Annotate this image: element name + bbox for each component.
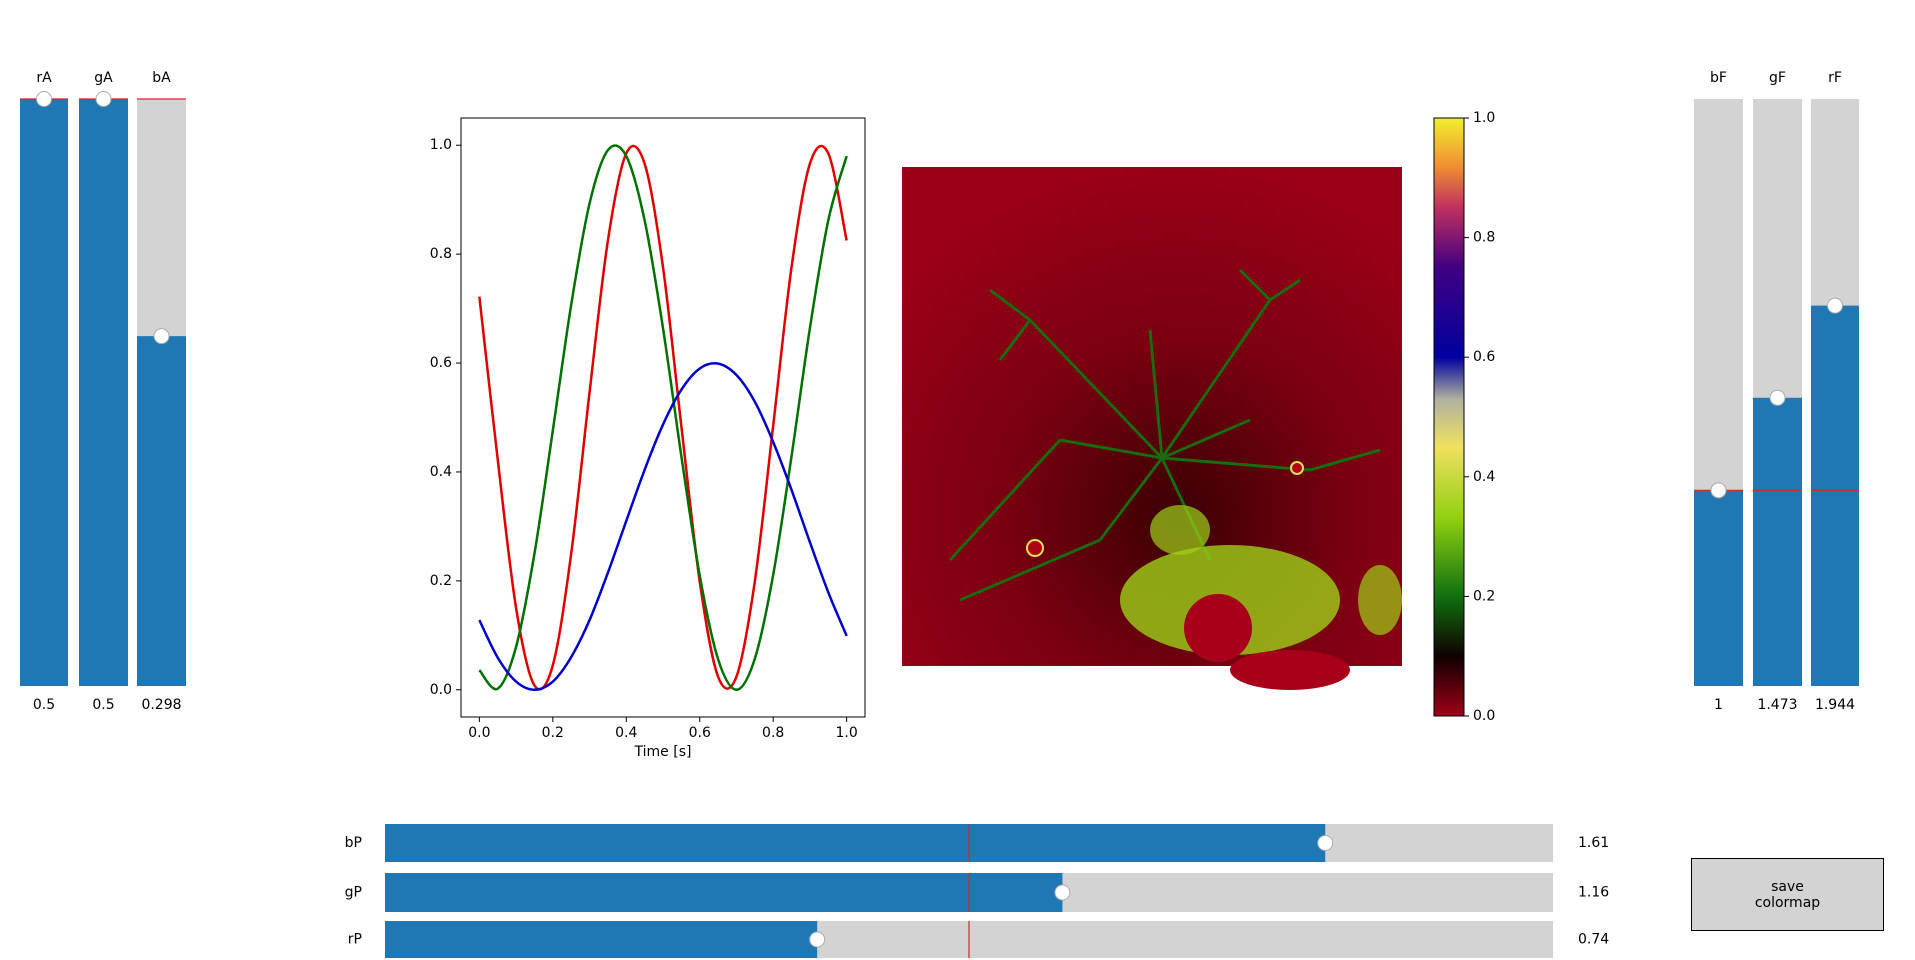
- y-tick-label: 0.2: [430, 573, 452, 589]
- slider-value: 1.473: [1757, 697, 1797, 713]
- slider-vertical[interactable]: gA 0.5: [79, 70, 128, 713]
- colorbar-tick-label: 0.4: [1473, 469, 1495, 485]
- slider-value: 1.944: [1815, 697, 1855, 713]
- slider-value: 1.16: [1578, 885, 1609, 901]
- x-tick-label: 1.0: [836, 725, 858, 741]
- slider-vertical[interactable]: bA 0.298: [137, 70, 186, 713]
- slider-vertical[interactable]: rF 1.944: [1811, 70, 1859, 713]
- fractal-bulb: [1026, 539, 1044, 557]
- x-axis-label: Time [s]: [634, 744, 692, 760]
- slider-vertical[interactable]: rA 0.5: [20, 70, 68, 713]
- slider-handle[interactable]: [809, 931, 826, 948]
- axes-frame: [460, 117, 866, 718]
- y-tick-label: 0.0: [430, 682, 452, 698]
- slider-handle[interactable]: [1054, 884, 1071, 901]
- line-chart: 0.0 0.2 0.4 0.6 0.8 1.0 0.0 0.2 0.4 0.6 0.8 1.0 Time…: [430, 117, 866, 760]
- slider-label: rP: [348, 932, 362, 948]
- x-tick-label: 0.6: [689, 725, 711, 741]
- slider-handle[interactable]: [1769, 389, 1786, 406]
- x-tick-label: 0.8: [762, 725, 784, 741]
- colorbar-tick-label: 0.8: [1473, 230, 1495, 246]
- slider-handle[interactable]: [1317, 835, 1334, 851]
- slider-fill: [1694, 490, 1743, 686]
- slider-label: gA: [94, 70, 113, 86]
- slider-handle[interactable]: [153, 328, 170, 345]
- fractal-image: [902, 167, 1402, 690]
- slider-handle[interactable]: [1827, 297, 1843, 314]
- slider-value: 1: [1714, 697, 1723, 713]
- slider-label: rA: [36, 70, 52, 86]
- colorbar-fill: [1433, 117, 1465, 717]
- slider-label: gF: [1769, 70, 1786, 86]
- slider-handle[interactable]: [1710, 482, 1727, 499]
- slider-value: 0.5: [33, 697, 55, 713]
- slider-fill: [79, 99, 128, 686]
- slider-fill: [385, 873, 1063, 912]
- fractal-bulb: [1290, 461, 1304, 475]
- slider-fill: [1753, 397, 1802, 686]
- slider-fill: [385, 824, 1326, 862]
- slider-label: rF: [1828, 70, 1842, 86]
- colorbar-tick-label: 0.0: [1473, 708, 1495, 724]
- slider-vertical[interactable]: gF 1.473: [1753, 70, 1802, 713]
- x-tick-label: 0.4: [615, 725, 637, 741]
- y-tick-label: 0.8: [430, 246, 452, 262]
- slider-vertical[interactable]: bF 1: [1694, 70, 1743, 713]
- slider-handle[interactable]: [36, 91, 52, 107]
- colorbar: 0.0 0.2 0.4 0.6 0.8 1.0: [1433, 110, 1495, 724]
- slider-value: 0.5: [92, 697, 114, 713]
- line-series: [478, 144, 848, 691]
- slider-horizontal[interactable]: bP 1.61: [345, 824, 1610, 862]
- slider-horizontal[interactable]: rP 0.74: [348, 921, 1609, 958]
- x-tick-label: 0.2: [542, 725, 564, 741]
- line-series: [478, 144, 848, 692]
- y-tick-label: 1.0: [430, 137, 452, 153]
- colorbar-tick-label: 0.6: [1473, 349, 1495, 365]
- colorbar-tick-label: 1.0: [1473, 110, 1495, 126]
- line-series: [478, 362, 848, 692]
- slider-horizontal[interactable]: gP 1.16: [345, 873, 1610, 912]
- y-tick-label: 0.6: [430, 355, 452, 371]
- slider-value: 1.61: [1578, 835, 1609, 851]
- slider-fill: [20, 99, 68, 686]
- slider-handle[interactable]: [95, 91, 112, 107]
- slider-value: 0.74: [1578, 932, 1609, 948]
- y-tick-label: 0.4: [430, 464, 452, 480]
- slider-label: gP: [345, 885, 362, 901]
- slider-label: bA: [152, 70, 171, 86]
- slider-value: 0.298: [141, 697, 181, 713]
- colorbar-tick-label: 0.2: [1473, 588, 1495, 604]
- save-colormap-button[interactable]: save colormap: [1691, 858, 1884, 931]
- slider-fill: [385, 921, 818, 958]
- fractal-bulb: [1230, 650, 1350, 690]
- slider-fill: [1811, 305, 1859, 686]
- fractal-bulb: [1184, 594, 1252, 662]
- x-tick-label: 0.0: [468, 725, 490, 741]
- slider-fill: [137, 336, 186, 686]
- slider-label: bP: [345, 835, 362, 851]
- slider-label: bF: [1710, 70, 1727, 86]
